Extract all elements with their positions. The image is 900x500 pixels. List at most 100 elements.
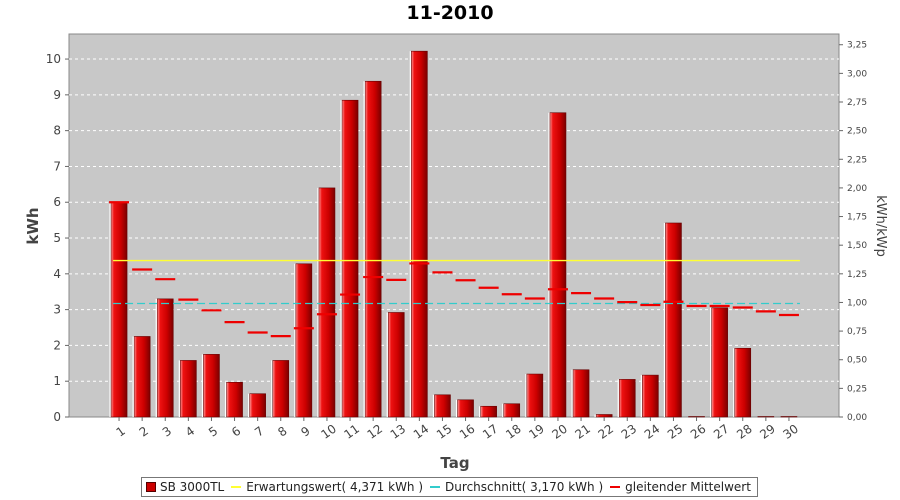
- bar: [203, 354, 220, 418]
- y2-tick-label: 0,50: [847, 356, 867, 366]
- legend-label: gleitender Mittelwert: [625, 480, 751, 494]
- y2-axis-label: kWh/kWp: [873, 195, 888, 257]
- x-tick-label: 3: [160, 424, 174, 440]
- bar: [156, 298, 174, 418]
- x-axis-label: Tag: [440, 454, 469, 472]
- x-tick-label: 1: [114, 424, 128, 440]
- legend: SB 3000TL Erwartungswert( 4,371 kWh ) Du…: [141, 477, 758, 497]
- bar: [434, 394, 451, 418]
- y2-tick-label: 3,25: [847, 41, 867, 51]
- x-tick-label: 9: [298, 424, 312, 440]
- x-tick-label: 8: [275, 424, 289, 440]
- x-tick-label: 18: [503, 422, 524, 442]
- bar: [249, 393, 266, 418]
- x-tick-label: 7: [252, 424, 266, 440]
- bar: [341, 99, 359, 418]
- bar: [549, 112, 567, 418]
- y2-tick-label: 0,25: [847, 384, 867, 394]
- legend-item-gleitender-mittelwert: gleitender Mittelwert: [610, 480, 751, 494]
- y2-tick-label: 1,75: [847, 213, 867, 223]
- y2-tick-label: 2,25: [847, 155, 867, 165]
- legend-swatch-line: [430, 486, 441, 488]
- x-tick-label: 25: [665, 422, 686, 442]
- x-tick-label: 14: [411, 422, 432, 442]
- y2-tick-label: 3,00: [847, 69, 867, 79]
- x-tick-label: 16: [457, 422, 478, 442]
- y-tick-label: 2: [53, 338, 61, 352]
- y2-tick-label: 0,00: [847, 413, 867, 423]
- x-tick-label: 15: [434, 422, 455, 442]
- x-tick-label: 29: [757, 422, 778, 442]
- x-tick-label: 24: [642, 422, 663, 442]
- x-tick-label: 21: [572, 422, 593, 442]
- legend-label: Durchschnitt( 3,170 kWh ): [445, 480, 604, 494]
- x-tick-label: 22: [596, 422, 617, 442]
- y2-tick-label: 2,00: [847, 184, 867, 194]
- legend-swatch-line: [610, 486, 621, 488]
- moving-average: [109, 201, 799, 338]
- y2-tick-label: 1,50: [847, 241, 867, 251]
- legend-swatch-line: [231, 486, 242, 488]
- bar: [595, 414, 613, 418]
- bar: [295, 263, 313, 418]
- bar: [572, 369, 590, 418]
- y-tick-label: 5: [53, 231, 61, 245]
- bar: [642, 374, 659, 418]
- y-tick-label: 1: [53, 374, 61, 388]
- reference-lines: [113, 259, 800, 305]
- bar: [226, 381, 243, 418]
- bar: [133, 336, 151, 418]
- bar: [411, 50, 428, 418]
- x-tick-label: 6: [229, 424, 243, 440]
- legend-item-sb3000tl: SB 3000TL: [146, 480, 224, 494]
- x-tick-label: 10: [318, 422, 339, 442]
- y2-tick-label: 2,75: [847, 98, 867, 108]
- x-tick-label: 30: [780, 422, 801, 442]
- x-tick-label: 20: [549, 422, 570, 442]
- y-tick-label: 8: [53, 124, 61, 138]
- bar: [180, 360, 197, 418]
- x-tick-label: 27: [711, 422, 732, 442]
- x-tick-label: 17: [480, 422, 501, 442]
- bar: [387, 312, 405, 418]
- y-tick-label: 4: [53, 267, 61, 281]
- legend-swatch-bar: [146, 482, 156, 492]
- x-tick-label: 5: [206, 424, 220, 440]
- legend-item-erwartungswert: Erwartungswert( 4,371 kWh ): [231, 480, 423, 494]
- legend-label: Erwartungswert( 4,371 kWh ): [246, 480, 424, 494]
- y2-tick-label: 2,50: [847, 127, 867, 137]
- bar: [618, 379, 636, 418]
- y-tick-label: 3: [53, 303, 61, 317]
- bar: [503, 403, 521, 418]
- bar: [457, 399, 474, 418]
- y-tick-label: 6: [53, 195, 61, 209]
- y2-tick-label: 0,75: [847, 327, 867, 337]
- y-axis-label: kWh: [24, 207, 42, 244]
- legend-label: SB 3000TL: [160, 480, 225, 494]
- bar: [272, 360, 290, 418]
- bar: [526, 373, 544, 418]
- bar: [688, 416, 705, 418]
- bar: [110, 201, 128, 418]
- y2-tick-label: 1,25: [847, 270, 867, 280]
- x-tick-label: 12: [365, 422, 386, 442]
- x-tick-label: 23: [619, 422, 640, 442]
- y-tick-label: 9: [53, 88, 61, 102]
- y-tick-label: 0: [53, 410, 61, 424]
- x-tick-label: 26: [688, 422, 709, 442]
- bar: [665, 222, 682, 418]
- bar: [480, 405, 497, 418]
- x-tick-label: 2: [137, 424, 151, 440]
- bars: [109, 50, 798, 418]
- bar: [711, 307, 728, 418]
- x-tick-label: 28: [734, 422, 755, 442]
- x-tick-label: 19: [526, 422, 547, 442]
- bar: [780, 416, 798, 418]
- y2-tick-label: 1,00: [847, 298, 867, 308]
- bar: [734, 347, 752, 418]
- y-tick-label: 7: [53, 159, 61, 173]
- chart-title: 11-2010: [406, 2, 494, 24]
- bar: [757, 416, 775, 418]
- grid-lines: [69, 58, 839, 382]
- x-tick-label: 4: [183, 424, 197, 440]
